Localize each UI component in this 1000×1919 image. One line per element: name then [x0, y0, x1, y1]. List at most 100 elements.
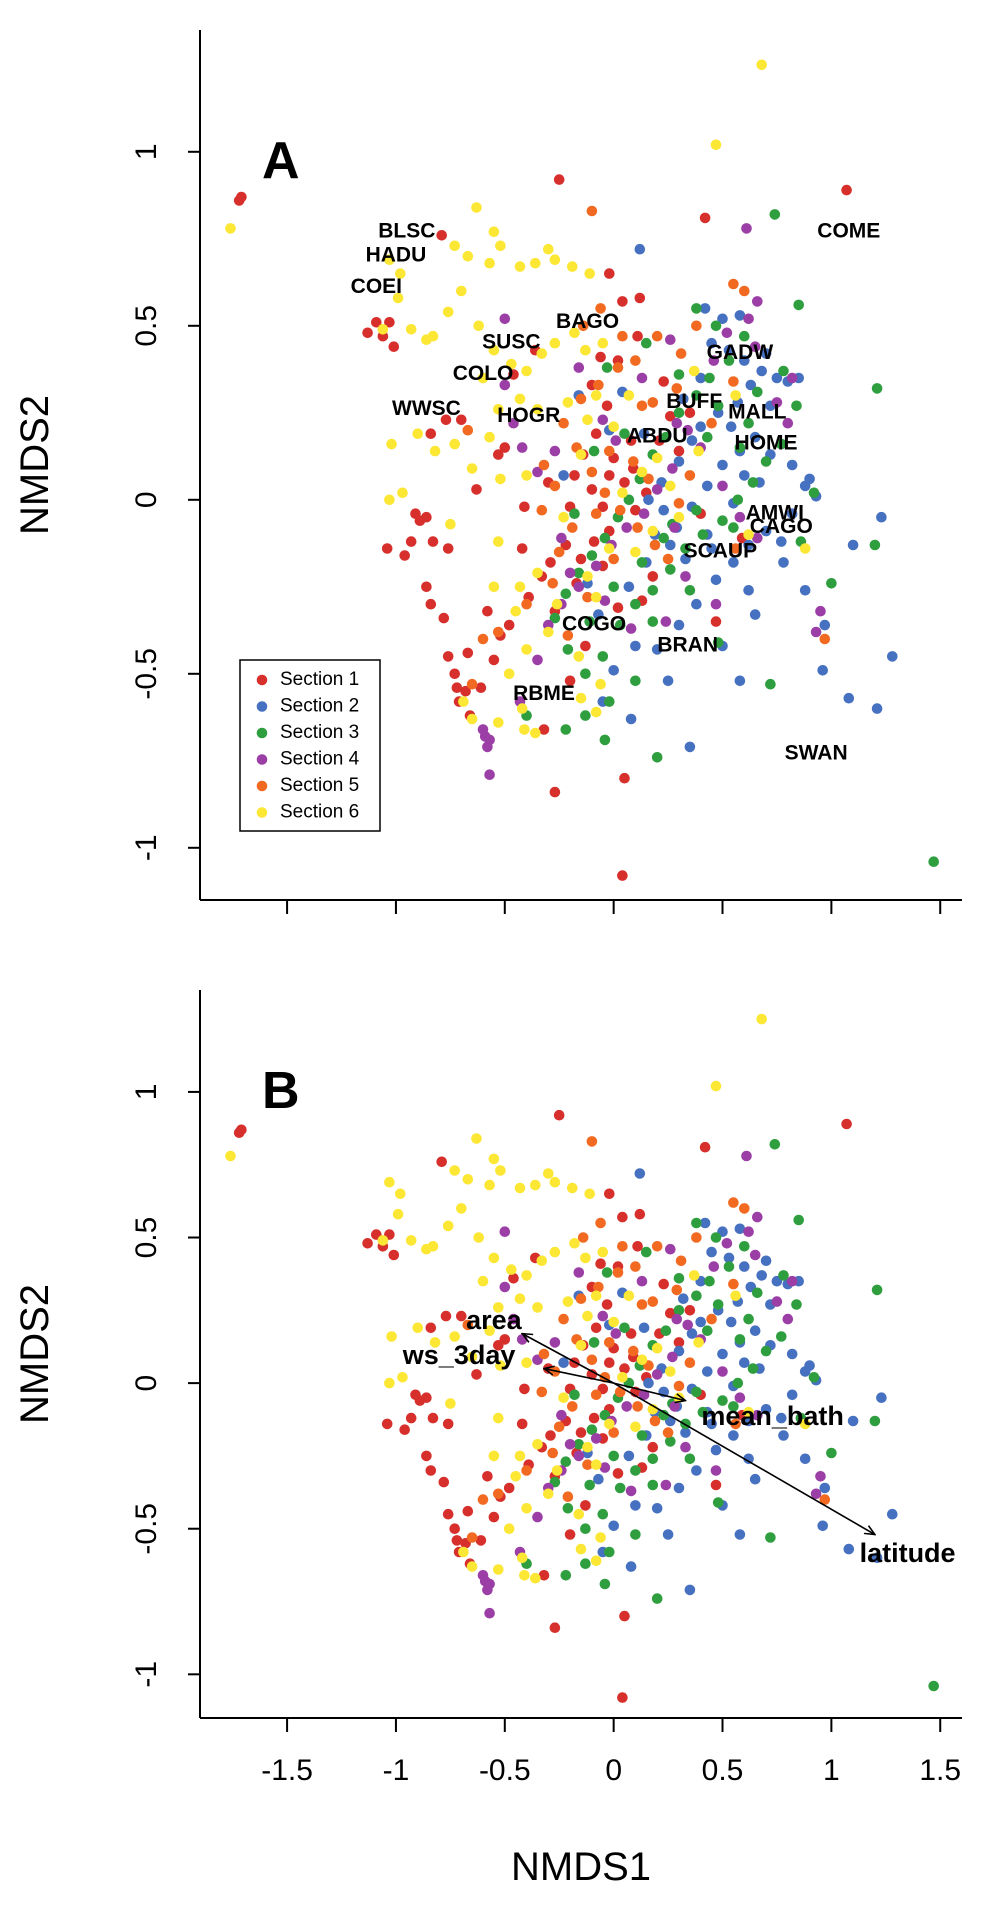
data-point [658, 376, 669, 387]
data-point [519, 1384, 530, 1395]
data-point [680, 571, 691, 582]
data-point [543, 1489, 554, 1500]
data-point [743, 1314, 754, 1325]
data-point [756, 366, 767, 377]
data-point [735, 676, 746, 687]
data-point [676, 1256, 687, 1267]
data-point [804, 1360, 815, 1371]
data-point [484, 1180, 495, 1191]
data-point [521, 470, 532, 481]
species-label: COEI [351, 275, 402, 298]
data-point [456, 1311, 467, 1322]
data-point [726, 1317, 737, 1328]
data-point [493, 536, 504, 547]
data-point [682, 1320, 693, 1331]
series-3 [521, 209, 939, 867]
data-point [421, 1392, 432, 1403]
data-point [730, 390, 741, 401]
data-point [730, 1291, 741, 1302]
data-point [569, 1238, 580, 1249]
data-point [234, 195, 245, 206]
data-point [521, 644, 532, 655]
data-point [504, 1523, 515, 1534]
data-point [569, 1390, 580, 1401]
data-point [695, 421, 706, 432]
data-point [565, 568, 576, 579]
data-point [406, 324, 417, 335]
data-point [428, 1413, 439, 1424]
data-point [406, 536, 417, 547]
data-point [456, 286, 467, 297]
data-point [563, 644, 574, 655]
data-point [569, 470, 580, 481]
data-point [412, 1323, 423, 1334]
data-point [584, 1189, 595, 1200]
data-point [735, 1529, 746, 1540]
data-point [598, 1311, 609, 1322]
data-point [456, 1203, 467, 1214]
data-point [752, 1288, 763, 1299]
y-axis-title-a: NMDS2 [13, 395, 57, 535]
data-point [443, 1221, 454, 1232]
species-label: ABDU [627, 425, 688, 448]
data-point [674, 512, 685, 523]
data-point [648, 1296, 659, 1307]
data-point [495, 1165, 506, 1176]
legend-swatch [257, 754, 268, 765]
data-point [691, 505, 702, 516]
data-point [515, 1451, 526, 1462]
data-point [554, 1110, 565, 1121]
data-point [624, 582, 635, 593]
data-point [500, 442, 511, 453]
data-point [713, 1497, 724, 1508]
data-point [770, 1139, 781, 1150]
data-point [750, 609, 761, 620]
data-point [489, 1451, 500, 1462]
data-point [637, 1355, 648, 1366]
data-point [663, 554, 674, 565]
data-point [532, 655, 543, 666]
data-point [630, 599, 641, 610]
data-point [471, 202, 482, 213]
data-point [578, 1232, 589, 1243]
data-point [665, 481, 676, 492]
data-point [584, 268, 595, 279]
data-point [608, 554, 619, 565]
data-point [728, 1430, 739, 1441]
data-point [561, 724, 572, 735]
data-point [632, 1241, 643, 1252]
data-point [484, 1608, 495, 1619]
data-point [595, 352, 606, 363]
data-point [872, 383, 883, 394]
data-point [691, 1387, 702, 1398]
data-point [567, 1401, 578, 1412]
species-label: COME [817, 219, 880, 242]
data-point [624, 1451, 635, 1462]
data-point [817, 1521, 828, 1532]
data-point [521, 366, 532, 377]
data-point [648, 571, 659, 582]
data-point [598, 651, 609, 662]
data-point [552, 599, 563, 610]
data-point [582, 571, 593, 582]
data-point [604, 696, 615, 707]
data-point [739, 1261, 750, 1272]
legend-swatch [257, 675, 268, 686]
data-point [652, 484, 663, 495]
data-point [378, 1235, 389, 1246]
data-point [663, 676, 674, 687]
data-point [602, 401, 613, 412]
data-point [608, 1451, 619, 1462]
data-point [702, 1325, 713, 1336]
data-point [820, 634, 831, 645]
data-point [648, 585, 659, 596]
data-point [554, 547, 565, 558]
data-point [648, 526, 659, 537]
data-point [739, 1203, 750, 1214]
data-point [443, 651, 454, 662]
data-point [584, 1480, 595, 1491]
data-point [515, 1183, 526, 1194]
data-point [489, 1253, 500, 1264]
data-point [561, 1570, 572, 1581]
data-point [580, 345, 591, 356]
